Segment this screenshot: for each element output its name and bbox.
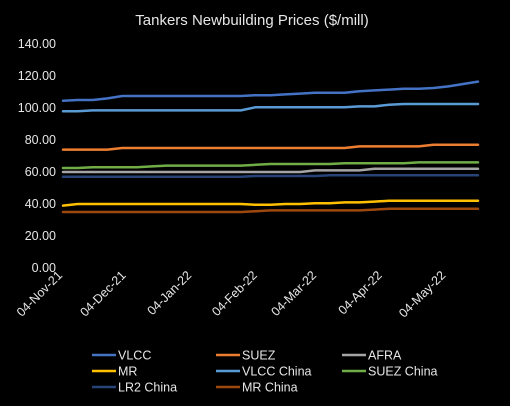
x-tick-label: 04-Apr-22 xyxy=(336,268,385,317)
x-tick-label: 04-Dec-21 xyxy=(77,268,128,319)
series-line-suez xyxy=(61,143,480,151)
legend-label-lr2-china: LR2 China xyxy=(118,381,177,395)
x-tick-label: 04-Mar-22 xyxy=(269,268,320,319)
legend-label-suez-china: SUEZ China xyxy=(368,365,438,379)
y-tick-label: 0.00 xyxy=(32,261,56,275)
series-line-vlcc xyxy=(61,80,480,103)
y-tick-label: 40.00 xyxy=(25,197,56,211)
series-line-lr2-china xyxy=(61,173,480,179)
y-axis-ticks: 0.00 20.00 40.00 60.00 80.00 100.00 120.00 140.… xyxy=(18,37,56,275)
legend: VLCC SUEZ AFRA MR VLCC China SUEZ China LR2 Ch… xyxy=(92,349,438,395)
x-tick-label: 04-Feb-22 xyxy=(209,268,260,319)
x-tick-label: 04-May-22 xyxy=(396,268,448,320)
legend-label-suez: SUEZ xyxy=(242,349,276,363)
y-tick-label: 100.00 xyxy=(18,101,56,115)
x-tick-label: 04-Nov-21 xyxy=(14,268,65,319)
legend-label-mr-china: MR China xyxy=(242,381,298,395)
legend-label-vlcc: VLCC xyxy=(118,349,151,363)
y-tick-label: 60.00 xyxy=(25,165,56,179)
legend-label-mr: MR xyxy=(118,365,137,379)
y-tick-label: 20.00 xyxy=(25,229,56,243)
x-axis-ticks: 04-Nov-21 04-Dec-21 04-Jan-22 04-Feb-22 04-M… xyxy=(14,268,448,320)
series-line-mr-china xyxy=(61,207,480,214)
y-tick-label: 80.00 xyxy=(25,133,56,147)
x-tick-label: 04-Jan-22 xyxy=(145,268,195,318)
legend-label-vlcc-china: VLCC China xyxy=(242,365,312,379)
series-line-suez-china xyxy=(61,161,480,170)
chart-title: Tankers Newbuilding Prices ($/mill) xyxy=(135,12,368,29)
series-line-mr xyxy=(61,199,480,207)
y-tick-label: 140.00 xyxy=(18,37,56,51)
series-line-afra xyxy=(61,167,480,174)
y-tick-label: 120.00 xyxy=(18,69,56,83)
series-lines xyxy=(61,80,480,214)
series-line-vlcc-china xyxy=(61,102,480,113)
legend-label-afra: AFRA xyxy=(368,349,402,363)
